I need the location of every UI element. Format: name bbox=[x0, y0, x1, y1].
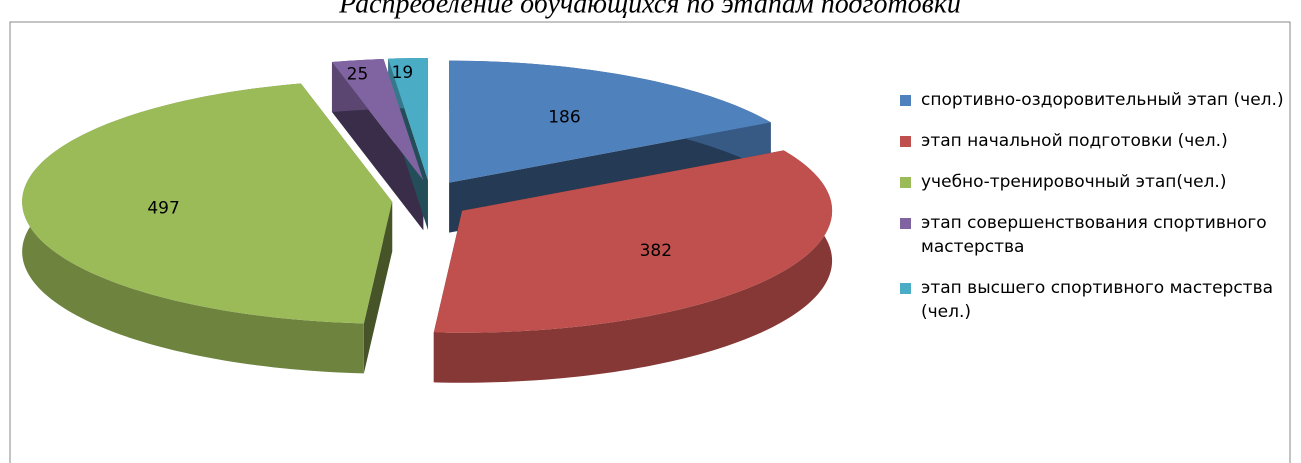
legend-label: этап высшего спортивного мастерства (чел… bbox=[921, 278, 1274, 322]
pie-side bbox=[433, 150, 833, 383]
pie-wall bbox=[363, 201, 393, 374]
data-label: 497 bbox=[147, 198, 179, 218]
data-label: 186 bbox=[548, 107, 580, 127]
legend-swatch bbox=[900, 95, 911, 106]
legend-label: учебно-тренировочный этап(чел.) bbox=[921, 172, 1227, 192]
pie-slice bbox=[433, 150, 833, 333]
legend-label: этап начальной подготовки (чел.) bbox=[921, 131, 1228, 151]
pie-tops bbox=[22, 57, 833, 333]
legend-item: спортивно-оздоровительный этап (чел.) bbox=[900, 88, 1290, 112]
legend-item: этап совершенствования спортивного масте… bbox=[900, 211, 1290, 259]
legend-swatch bbox=[900, 136, 911, 147]
legend-item: этап высшего спортивного мастерства (чел… bbox=[900, 276, 1290, 324]
legend-item: этап начальной подготовки (чел.) bbox=[900, 129, 1290, 153]
legend-swatch bbox=[900, 218, 911, 229]
legend: спортивно-оздоровительный этап (чел.) эта… bbox=[900, 88, 1290, 341]
pie-slice bbox=[449, 60, 771, 183]
data-label: 19 bbox=[392, 63, 414, 83]
pie-slice bbox=[331, 58, 424, 181]
chart-title: Распределение обучающихся по этапам подг… bbox=[338, 0, 961, 19]
data-label: 382 bbox=[640, 241, 672, 261]
legend-item: учебно-тренировочный этап(чел.) bbox=[900, 170, 1290, 194]
legend-swatch bbox=[900, 283, 911, 294]
legend-label: этап совершенствования спортивного масте… bbox=[921, 213, 1267, 257]
pie-slice bbox=[388, 57, 428, 180]
legend-swatch bbox=[900, 177, 911, 188]
data-label: 25 bbox=[347, 65, 369, 85]
legend-label: спортивно-оздоровительный этап (чел.) bbox=[921, 90, 1284, 110]
pie-slice bbox=[22, 83, 393, 324]
